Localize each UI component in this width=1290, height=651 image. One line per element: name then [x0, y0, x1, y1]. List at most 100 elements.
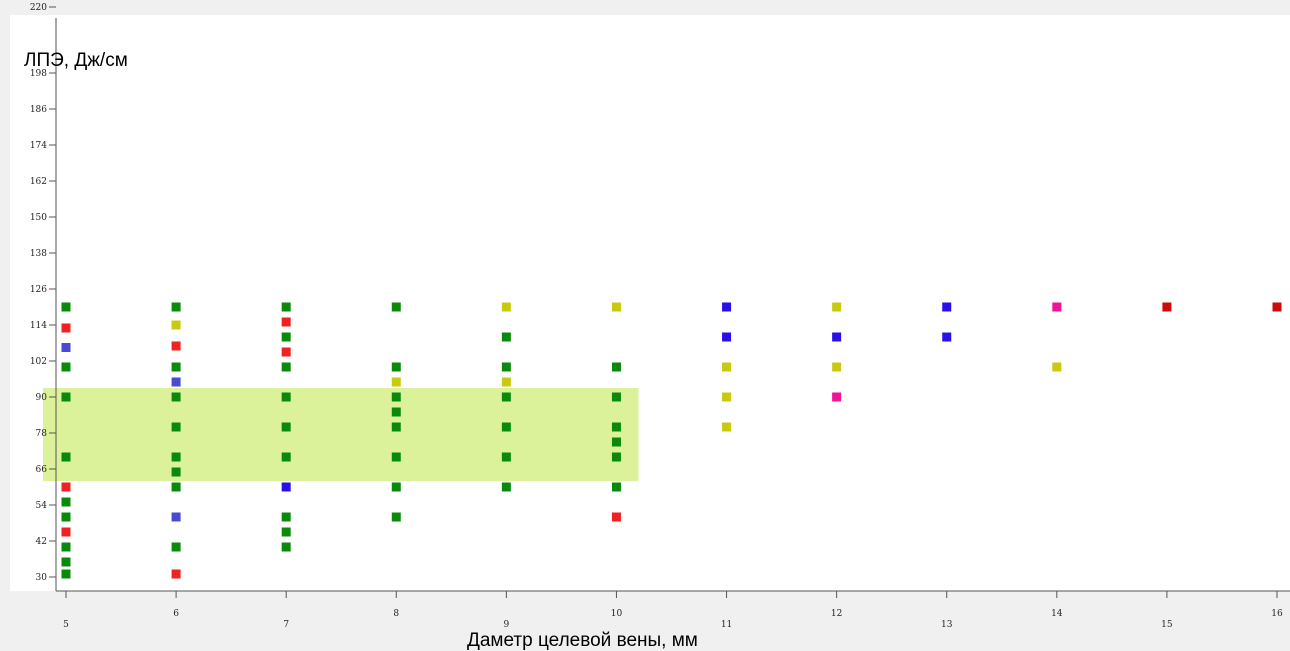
data-point	[501, 332, 511, 342]
data-point	[171, 392, 181, 402]
data-point	[171, 569, 181, 579]
y-tick-label: 198	[30, 69, 47, 79]
points-layer	[61, 302, 1282, 579]
data-point	[501, 362, 511, 372]
data-point	[171, 302, 181, 312]
data-point	[501, 302, 511, 312]
data-point	[281, 392, 291, 402]
data-point	[281, 512, 291, 522]
data-point	[611, 452, 621, 462]
y-tick-label: 30	[36, 573, 48, 583]
data-point	[611, 512, 621, 522]
data-point	[61, 569, 71, 579]
data-point	[501, 452, 511, 462]
highlight-region	[43, 388, 639, 481]
data-point	[171, 377, 181, 387]
data-point	[281, 347, 291, 357]
y-tick-label: 42	[36, 537, 47, 547]
data-point	[281, 527, 291, 537]
y-tick-label: 54	[36, 501, 48, 511]
data-point	[61, 392, 71, 402]
data-point	[171, 362, 181, 372]
data-point	[391, 377, 401, 387]
y-tick-label: 66	[36, 465, 48, 475]
data-point	[391, 407, 401, 417]
data-point	[722, 302, 732, 312]
data-point	[61, 343, 71, 352]
y-tick-label: 90	[36, 393, 48, 403]
data-point	[61, 542, 71, 552]
x-tick-label: 13	[941, 620, 953, 630]
y-tick-label: 174	[30, 141, 47, 151]
data-point	[391, 392, 401, 402]
data-point	[391, 452, 401, 462]
data-point	[1052, 362, 1062, 372]
data-point	[722, 332, 732, 342]
data-point	[501, 392, 511, 402]
y-tick-label: 78	[36, 429, 48, 439]
data-point	[171, 320, 181, 330]
y-tick-label: 186	[30, 105, 47, 115]
y-tick-label: 114	[30, 321, 47, 331]
data-point	[832, 362, 842, 372]
data-point	[171, 512, 181, 522]
data-point	[171, 542, 181, 552]
data-point	[281, 317, 291, 327]
data-point	[501, 377, 511, 387]
y-tick-label: 126	[30, 285, 47, 295]
data-point	[501, 422, 511, 432]
y-tick-label: 102	[30, 357, 47, 367]
data-point	[611, 437, 621, 447]
data-point	[171, 467, 181, 477]
data-point	[61, 323, 71, 333]
data-point	[722, 392, 732, 402]
data-point	[281, 332, 291, 342]
data-point	[391, 302, 401, 312]
data-point	[281, 302, 291, 312]
data-point	[611, 362, 621, 372]
data-point	[61, 452, 71, 462]
data-point	[832, 302, 842, 312]
x-tick-label: 15	[1161, 620, 1173, 630]
x-tick-label: 5	[63, 620, 69, 630]
x-axis-title: Даметр целевой вены, мм	[467, 630, 698, 651]
data-point	[281, 542, 291, 552]
data-point	[722, 362, 732, 372]
x-tick-label: 10	[611, 609, 623, 619]
data-point	[942, 302, 952, 312]
data-point	[61, 557, 71, 567]
x-tick-label: 7	[283, 620, 289, 630]
x-tick-label: 14	[1051, 609, 1063, 619]
data-point	[1162, 302, 1172, 312]
data-point	[611, 392, 621, 402]
data-point	[832, 392, 842, 402]
x-ticks: 5 6 7 8 9 10 11 12 13 14 15 16	[63, 591, 1283, 630]
y-tick-label: 220	[30, 3, 47, 13]
y-ticks: 30 42 54 66 78 90 102 114 126 138 150 162 174 186 198 2…	[30, 3, 56, 583]
data-point	[1052, 302, 1062, 312]
data-point	[61, 512, 71, 522]
data-point	[611, 302, 621, 312]
data-point	[281, 452, 291, 462]
data-point	[501, 482, 511, 492]
data-point	[281, 482, 291, 492]
data-point	[611, 482, 621, 492]
y-tick-label: 162	[30, 177, 47, 187]
data-point	[61, 482, 71, 492]
data-point	[722, 422, 732, 432]
data-point	[832, 332, 842, 342]
data-point	[171, 341, 181, 351]
x-tick-label: 8	[393, 609, 399, 619]
data-point	[391, 362, 401, 372]
x-tick-label: 6	[173, 609, 179, 619]
data-point	[391, 482, 401, 492]
data-point	[391, 512, 401, 522]
y-axis-title: ЛПЭ, Дж/см	[24, 50, 128, 71]
data-point	[61, 527, 71, 537]
data-point	[391, 422, 401, 432]
x-tick-label: 11	[721, 620, 732, 630]
y-tick-label: 138	[30, 249, 47, 259]
x-tick-label: 12	[831, 609, 842, 619]
